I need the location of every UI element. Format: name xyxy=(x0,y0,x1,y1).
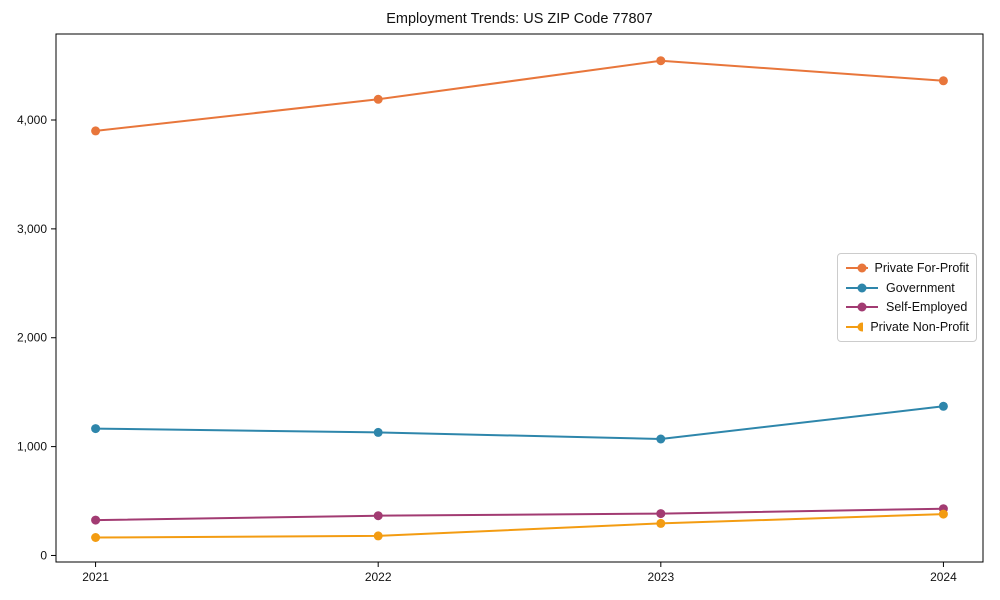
legend-label: Government xyxy=(886,280,955,295)
data-point-self-employed xyxy=(373,511,383,521)
data-point-private-non-profit xyxy=(373,531,383,541)
data-point-government xyxy=(373,427,383,437)
data-point-self-employed xyxy=(656,509,666,519)
data-point-self-employed xyxy=(91,515,101,525)
data-point-government xyxy=(938,401,948,411)
legend-label: Private For-Profit xyxy=(874,260,969,275)
legend-item-private-non-profit: Private Non-Profit xyxy=(845,317,969,337)
data-point-government xyxy=(656,434,666,444)
y-axis-tick-label: 4,000 xyxy=(17,113,47,127)
legend-dot xyxy=(857,263,867,273)
legend-marker-icon xyxy=(846,283,878,293)
legend-dot xyxy=(857,302,867,312)
data-point-private-for-profit xyxy=(656,56,666,66)
data-point-private-non-profit xyxy=(938,509,948,519)
legend-item-government: Government xyxy=(845,278,969,298)
data-point-private-non-profit xyxy=(91,533,101,542)
series-line-private-for-profit xyxy=(95,59,944,132)
data-point-private-for-profit xyxy=(938,76,948,86)
series-line-private-non-profit xyxy=(95,513,944,539)
legend-label: Self-Employed xyxy=(886,300,968,315)
x-axis-tick-label: 2024 xyxy=(930,570,957,584)
plot-border xyxy=(55,33,984,563)
legend: Private For-Profit Government Self-Employe… xyxy=(837,253,977,342)
x-axis-tick-label: 2022 xyxy=(365,570,392,584)
chart-title: Employment Trends: US ZIP Code 77807 xyxy=(386,11,653,27)
series-line-government xyxy=(95,405,944,441)
legend-marker-icon xyxy=(846,322,864,332)
y-axis-tick-label: 3,000 xyxy=(17,222,47,236)
legend-item-self-employed: Self-Employed xyxy=(845,298,969,318)
legend-dot xyxy=(857,283,867,293)
legend-marker-icon xyxy=(846,263,868,273)
y-axis-tick-label: 0 xyxy=(40,548,47,562)
x-axis-tick-label: 2021 xyxy=(82,570,109,584)
legend-marker-icon xyxy=(846,302,878,312)
data-point-government xyxy=(91,424,101,434)
data-point-private-for-profit xyxy=(373,94,383,104)
x-axis-tick-label: 2023 xyxy=(647,570,674,584)
legend-item-private-for-profit: Private For-Profit xyxy=(845,258,969,278)
series-line-self-employed xyxy=(95,507,944,522)
data-point-private-non-profit xyxy=(656,518,666,528)
y-axis-tick-label: 2,000 xyxy=(17,331,47,345)
data-point-private-for-profit xyxy=(91,126,101,136)
legend-label: Private Non-Profit xyxy=(870,320,969,335)
y-axis-tick-label: 1,000 xyxy=(17,440,47,454)
legend-dot xyxy=(857,322,864,332)
